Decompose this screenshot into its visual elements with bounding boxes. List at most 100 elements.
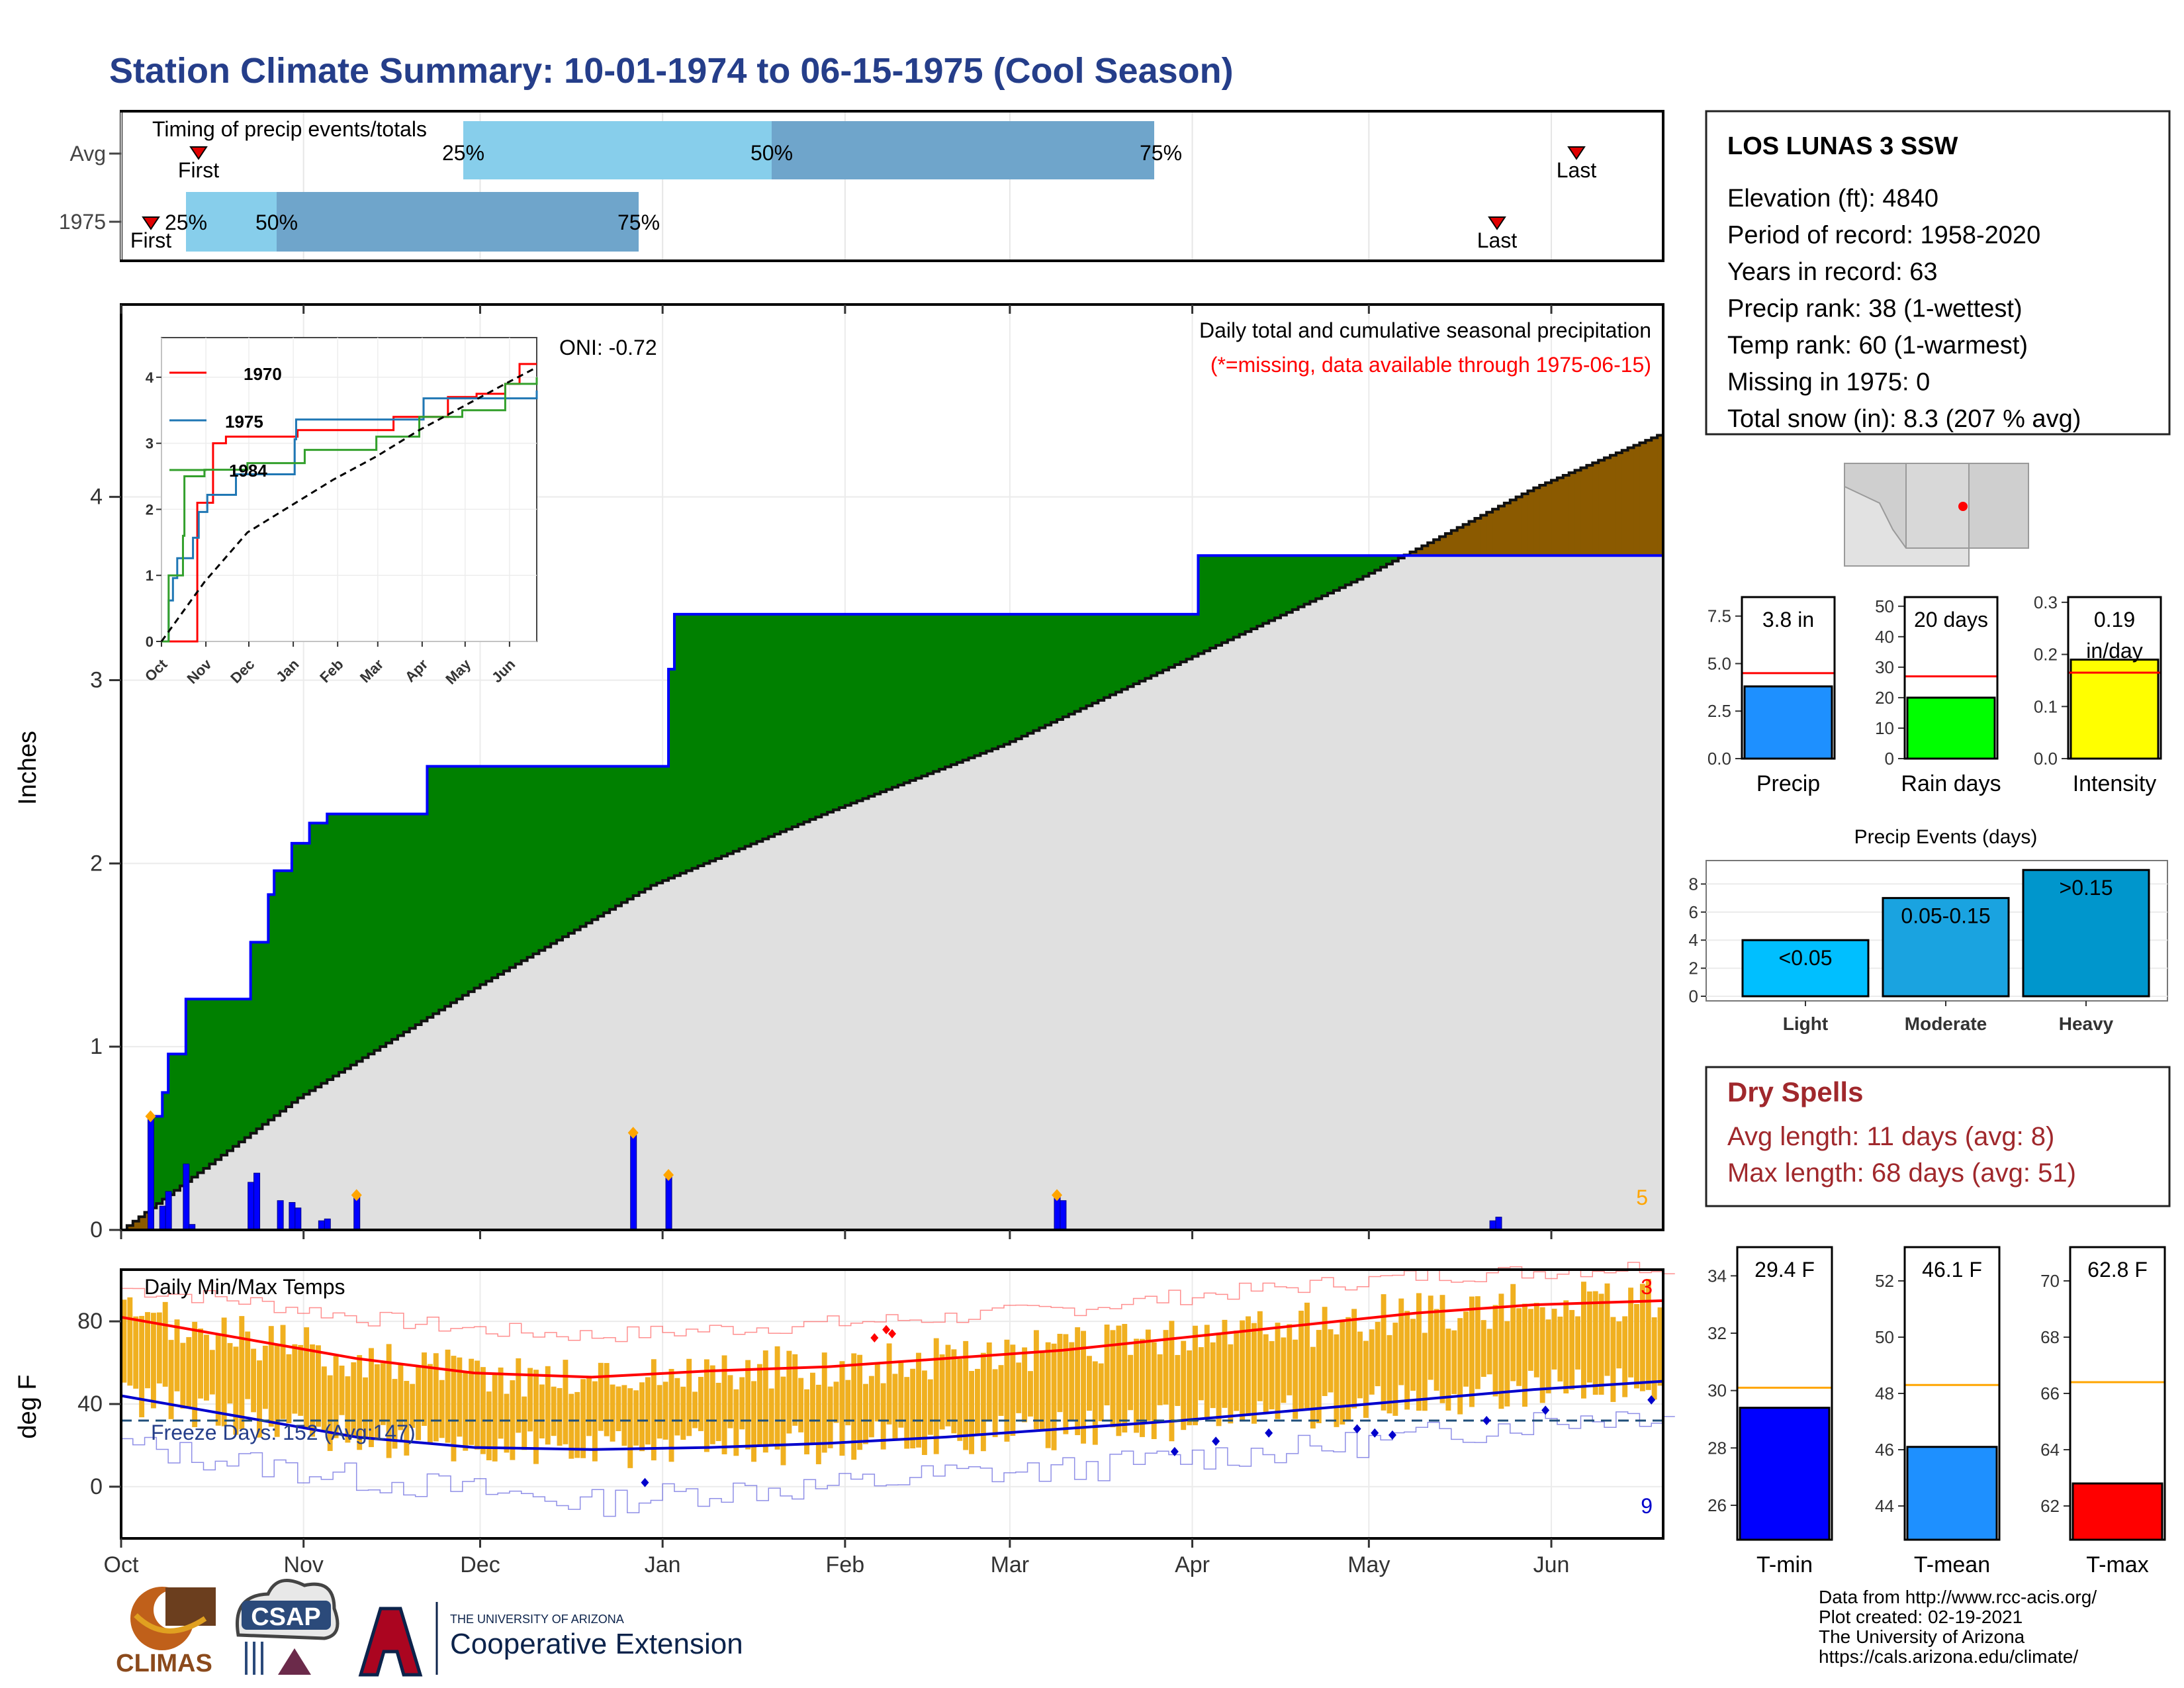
footer-credit-line: https://cals.arizona.edu/climate/ <box>1819 1646 2078 1667</box>
below-normal-fill <box>1557 477 1564 556</box>
daily-precip-bar <box>1495 1217 1502 1231</box>
inset-y-tick: 2 <box>146 501 154 518</box>
daily-temp-bar <box>1281 1337 1287 1403</box>
daily-temp-bar <box>1381 1294 1387 1411</box>
above-normal-fill <box>639 766 646 892</box>
record-low-marker <box>1212 1436 1220 1446</box>
above-normal-fill <box>1033 614 1040 731</box>
temp-bar-y-tick: 30 <box>1707 1381 1727 1401</box>
mini-bar-label: Intensity <box>2073 771 2157 796</box>
x-tick-label: Oct <box>104 1552 139 1577</box>
events-y-tick: 6 <box>1689 902 1698 922</box>
daily-temp-bar <box>192 1321 198 1427</box>
daily-temp-bar <box>874 1364 880 1422</box>
above-normal-fill <box>621 766 628 903</box>
precip-event-count: 5 <box>1636 1186 1648 1209</box>
x-tick-label: Dec <box>460 1552 500 1577</box>
above-normal-fill <box>751 614 758 844</box>
record-high-marker <box>882 1325 891 1335</box>
daily-temp-bar <box>733 1389 739 1456</box>
above-normal-fill <box>892 614 899 788</box>
record-low-marker <box>1388 1430 1396 1440</box>
precip-areas <box>121 432 1664 1231</box>
daily-temp-bar <box>804 1389 809 1455</box>
daily-temp-bar <box>1257 1311 1263 1401</box>
x-tick-label: May <box>1347 1552 1390 1577</box>
footer-credits: Data from http://www.rcc-acis.org/Plot c… <box>1819 1587 2097 1667</box>
above-normal-fill <box>774 614 781 835</box>
daily-temp-bar <box>1428 1295 1433 1380</box>
above-normal-fill <box>303 843 310 1095</box>
daily-temp-bar <box>1545 1319 1551 1393</box>
above-normal-fill <box>1062 614 1069 717</box>
temp-y-axis: 0 40 80 <box>77 1309 121 1499</box>
daily-temp-bar <box>1069 1342 1075 1421</box>
above-normal-fill <box>962 614 970 761</box>
daily-temp-bar <box>1304 1302 1310 1409</box>
station-name: LOS LUNAS 3 SSW <box>1727 132 1958 160</box>
below-normal-fill <box>1469 521 1476 556</box>
daily-temp-bar <box>745 1360 751 1450</box>
daily-temp-bar <box>986 1342 992 1421</box>
below-normal-fill <box>1445 534 1452 556</box>
daily-temp-bar <box>1116 1325 1122 1436</box>
daily-temp-bar <box>1293 1339 1298 1419</box>
above-normal-fill <box>733 614 740 851</box>
below-normal-fill <box>1504 502 1511 556</box>
mini-bar-label: Precip <box>1756 771 1820 796</box>
daily-temp-bar <box>1169 1321 1175 1442</box>
above-normal-fill <box>297 843 304 1098</box>
above-normal-fill <box>1328 555 1334 594</box>
above-normal-fill <box>1222 555 1228 643</box>
timing-1975-bar-first-half <box>186 192 277 252</box>
above-normal-fill <box>1345 555 1352 585</box>
above-normal-fill <box>504 766 510 971</box>
daily-temp-bar <box>1610 1317 1616 1402</box>
above-normal-fill <box>692 614 699 868</box>
daily-temp-bar <box>1216 1333 1222 1427</box>
timing-1975-first-marker <box>142 216 160 230</box>
daily-temp-bar <box>1045 1342 1051 1448</box>
above-normal-fill <box>668 669 675 878</box>
event-category-label: Heavy <box>2059 1013 2114 1034</box>
below-normal-fill <box>1498 506 1505 556</box>
above-normal-fill <box>727 614 734 854</box>
station-details: Elevation (ft): 4840 Period of record: 19… <box>1727 185 2081 433</box>
below-normal-fill <box>1433 539 1440 556</box>
footer-credit-line: Data from http://www.rcc-acis.org/ <box>1819 1587 2097 1607</box>
above-normal-fill <box>456 766 463 1000</box>
record-low-marker <box>1482 1415 1491 1425</box>
daily-temp-bar <box>1398 1298 1404 1385</box>
daily-temp-bar <box>1163 1330 1169 1405</box>
daily-temp-bar <box>1457 1318 1463 1415</box>
above-normal-fill <box>1351 555 1358 583</box>
above-normal-fill <box>1045 614 1052 726</box>
daily-temp-bar <box>551 1386 557 1436</box>
page-title: Station Climate Summary: 10-01-1974 to 0… <box>109 51 1234 91</box>
daily-temp-bar <box>639 1382 645 1452</box>
above-normal-fill <box>833 614 840 810</box>
daily-temp-bar <box>268 1326 274 1427</box>
above-normal-fill <box>562 766 569 937</box>
station-location-dot <box>1958 502 1968 511</box>
daily-temp-bar <box>751 1381 756 1462</box>
daily-temp-bar <box>1028 1371 1033 1417</box>
above-normal-fill <box>421 814 428 1021</box>
above-normal-fill <box>797 614 805 825</box>
daily-temp-bar <box>651 1359 657 1461</box>
inset-y-tick: 4 <box>146 369 154 386</box>
below-normal-fill <box>1574 470 1582 556</box>
daily-temp-bar <box>1375 1321 1381 1387</box>
daily-temp-bar <box>215 1335 221 1426</box>
daily-temp-bar <box>522 1396 527 1450</box>
timing-1975-first-label: First <box>130 228 171 252</box>
daily-temp-bar <box>257 1360 262 1438</box>
above-normal-fill <box>244 999 251 1138</box>
daily-temp-bar <box>933 1338 939 1454</box>
daily-precip-bar <box>165 1191 172 1231</box>
above-normal-fill <box>1145 614 1152 679</box>
daily-temp-bar <box>1463 1311 1469 1387</box>
daily-temp-bar <box>739 1377 745 1430</box>
temp-bar-y-tick: 44 <box>1875 1496 1894 1516</box>
